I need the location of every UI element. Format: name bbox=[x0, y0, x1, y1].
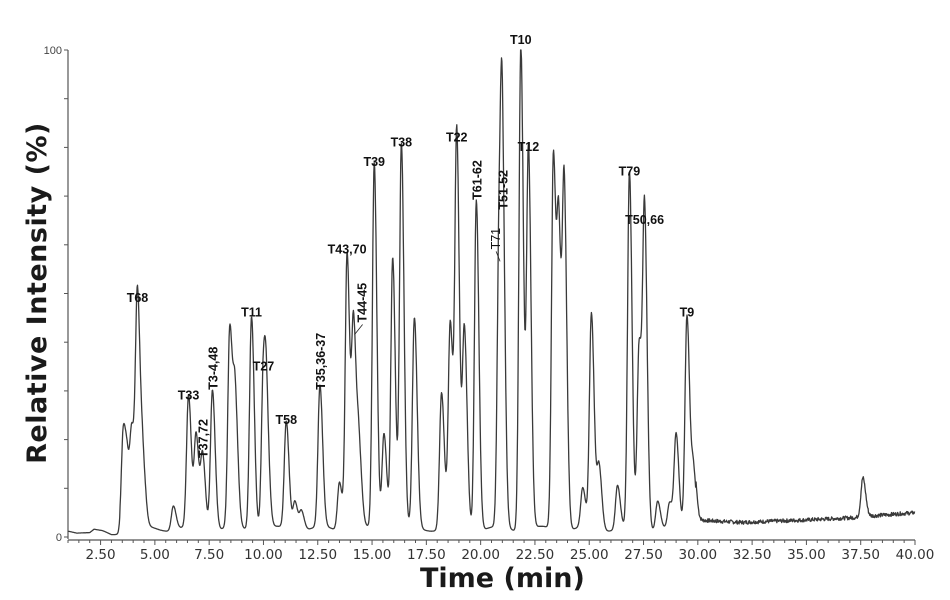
axes bbox=[67, 50, 915, 541]
x-tick-label: 12.50 bbox=[298, 547, 337, 563]
peak-label: T43,70 bbox=[328, 242, 367, 256]
x-tick-label: 20.00 bbox=[461, 547, 500, 563]
peak-labels: T68 T33 T37,72 T3-4,48 T11 T27 T58 T35,36-37 T43… bbox=[127, 33, 695, 458]
peak-label: T71 bbox=[489, 228, 503, 250]
peak-label: T12 bbox=[518, 140, 540, 154]
peak-label: T33 bbox=[178, 389, 200, 403]
x-tick-label: 30.00 bbox=[678, 547, 717, 563]
peak-label: T35,36-37 bbox=[314, 333, 328, 390]
x-axis-label: Time (min) bbox=[420, 563, 585, 594]
x-tick-label: 32.50 bbox=[733, 547, 772, 563]
y-tick-label: 0 bbox=[56, 532, 62, 544]
x-tick-label: 5.00 bbox=[140, 547, 170, 563]
x-tick-label: 40.00 bbox=[896, 547, 935, 563]
peak-label: T10 bbox=[510, 33, 532, 47]
x-tick-label: 27.50 bbox=[624, 547, 663, 563]
y-axis-label: Relative Intensity (%) bbox=[22, 122, 53, 464]
x-tick-label: 25.00 bbox=[570, 547, 609, 563]
x-tick-label: 7.50 bbox=[194, 547, 224, 563]
x-tick-label: 35.00 bbox=[787, 547, 826, 563]
peak-label: T11 bbox=[241, 306, 262, 320]
axis-ticks: 0 100 2.50 5.00 7.50 10.00 12.50 15.00 17.50 20.0… bbox=[44, 45, 935, 563]
x-tick-label: 10.00 bbox=[244, 547, 283, 563]
y-tick-label: 100 bbox=[44, 45, 62, 57]
peak-label: T79 bbox=[619, 164, 641, 178]
peak-label: T39 bbox=[363, 155, 385, 169]
peak-label: T44-45 bbox=[356, 283, 370, 323]
peak-label: T9 bbox=[680, 306, 695, 320]
peak-label: T27 bbox=[253, 359, 275, 373]
peak-label: T22 bbox=[446, 130, 468, 144]
peak-label: T61-62 bbox=[470, 160, 484, 200]
peak-label: T38 bbox=[391, 135, 413, 149]
chromatogram-trace bbox=[67, 49, 916, 536]
peak-label: T58 bbox=[275, 413, 297, 427]
x-tick-label: 15.00 bbox=[353, 547, 392, 563]
peak-label: T3-4,48 bbox=[206, 347, 220, 390]
peak-label: T50,66 bbox=[625, 213, 664, 227]
x-tick-label: 2.50 bbox=[86, 547, 116, 563]
peak-label: T68 bbox=[127, 291, 149, 305]
x-tick-label: 37.50 bbox=[841, 547, 880, 563]
x-tick-label: 22.50 bbox=[516, 547, 555, 563]
peak-label: T51-52 bbox=[496, 170, 510, 210]
peak-label: T37,72 bbox=[197, 419, 211, 458]
x-tick-label: 17.50 bbox=[407, 547, 446, 563]
